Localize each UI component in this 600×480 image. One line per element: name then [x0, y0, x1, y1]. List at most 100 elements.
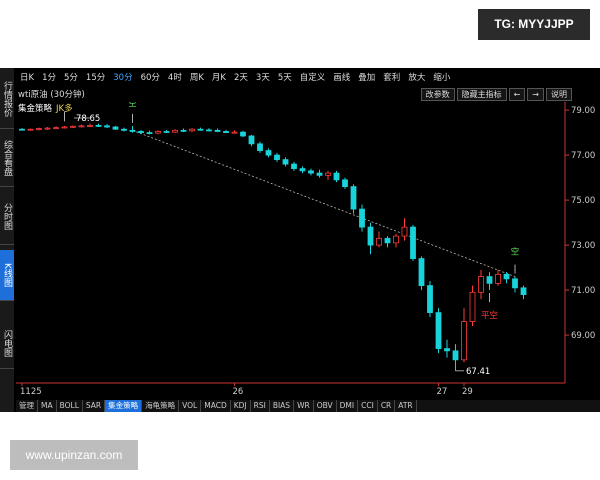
- signal-marker: 空: [511, 247, 520, 258]
- indicator-tab[interactable]: SAR: [83, 400, 106, 412]
- candle-body: [265, 150, 272, 156]
- toolbar-button[interactable]: 放大: [408, 73, 426, 83]
- toolbar-button[interactable]: 叠加: [358, 73, 376, 83]
- indicator-tab[interactable]: CR: [378, 400, 396, 412]
- toolbar-button[interactable]: 2天: [233, 73, 248, 83]
- candle-body: [189, 128, 195, 132]
- candle-body: [325, 172, 331, 176]
- sidebar-tab[interactable]: K线图: [0, 250, 14, 301]
- candle-body: [291, 163, 297, 169]
- candle-body: [223, 131, 229, 133]
- button[interactable]: ←: [508, 88, 526, 101]
- candle-body: [87, 124, 93, 127]
- toolbar-button[interactable]: 周K: [189, 73, 204, 83]
- signal-marker: 空: [128, 102, 137, 109]
- candle-body: [155, 131, 161, 134]
- toolbar-button[interactable]: 3天: [255, 73, 270, 83]
- toolbar-button[interactable]: 自定义: [299, 73, 326, 83]
- candle-body: [478, 276, 484, 293]
- candle-body: [172, 129, 178, 133]
- candle-body: [367, 226, 374, 246]
- indicator-tab[interactable]: VOL: [179, 400, 202, 412]
- candle-body: [121, 128, 127, 131]
- candle-body: [427, 285, 433, 313]
- toolbar-button[interactable]: 日K: [20, 73, 35, 83]
- candle-body: [180, 129, 187, 132]
- indicator-tab[interactable]: MA: [38, 400, 57, 412]
- candle-body: [138, 131, 144, 133]
- candle-body: [206, 129, 212, 132]
- candle-body: [163, 131, 170, 133]
- candle-body: [461, 321, 467, 361]
- y-tick-label: 77.00: [571, 151, 595, 161]
- toolbar-button[interactable]: 30分: [113, 73, 133, 83]
- candle-body: [376, 237, 382, 246]
- indicator-tab[interactable]: DMI: [337, 400, 359, 412]
- candle-body: [197, 128, 204, 131]
- watermark: www.upinzan.com: [10, 440, 138, 470]
- button[interactable]: 改参数: [420, 88, 455, 101]
- indicator-tab[interactable]: KDJ: [231, 400, 251, 412]
- chart: 69.00 71.00 73.00 75.00 77.00 79.00 1125 26 27 29…: [16, 102, 595, 397]
- indicator-tab[interactable]: WR: [294, 400, 314, 412]
- y-tick-label: 75.00: [571, 196, 595, 206]
- candle-body: [129, 129, 136, 132]
- candle-body: [27, 128, 34, 131]
- sidebar-tab[interactable]: 行情报价: [0, 70, 14, 129]
- button[interactable]: 隐藏主指标: [456, 88, 507, 101]
- indicator-tab[interactable]: 管理: [16, 400, 38, 412]
- sidebar-tab[interactable]: 分时图: [0, 188, 14, 245]
- chart-header: wti原油 (30分钟) 改参数 隐藏主指标 ← → 说明: [16, 88, 600, 102]
- y-tick-label: 79.00: [571, 106, 595, 116]
- candle-body: [503, 273, 510, 280]
- x-tick-label: 27: [437, 387, 448, 397]
- button-group: 改参数 隐藏主指标 ← → 说明: [420, 88, 572, 101]
- indicator-tab[interactable]: MACD: [201, 400, 231, 412]
- indicator-tab[interactable]: 集金策略: [105, 400, 143, 412]
- candle-body: [384, 237, 391, 244]
- toolbar-button[interactable]: 60分: [140, 73, 160, 83]
- toolbar-button[interactable]: 4时: [167, 73, 182, 83]
- button[interactable]: 说明: [546, 88, 572, 101]
- toolbar-button[interactable]: 套利: [383, 73, 401, 83]
- price-label: 67.41: [466, 367, 490, 377]
- toolbar-button[interactable]: 画线: [333, 73, 351, 83]
- candle-body: [452, 350, 459, 361]
- x-tick-label: 26: [233, 387, 244, 397]
- candle-body: [95, 124, 102, 127]
- candle-body: [401, 226, 408, 237]
- candle-body: [19, 128, 25, 131]
- candle-body: [333, 172, 340, 181]
- indicator-tab[interactable]: CCI: [358, 400, 378, 412]
- indicator-tab[interactable]: 海龟策略: [142, 400, 180, 412]
- sidebar-tab[interactable]: 闪电图: [0, 318, 14, 369]
- button[interactable]: →: [527, 88, 544, 101]
- indicator-tab[interactable]: RSI: [251, 400, 270, 412]
- indicator-tab[interactable]: OBV: [314, 400, 337, 412]
- toolbar-button[interactable]: 15分: [85, 73, 106, 83]
- candle-body: [512, 278, 518, 289]
- symbol-title: wti原油 (30分钟): [18, 90, 85, 100]
- indicator-tab[interactable]: BOLL: [57, 400, 83, 412]
- candle-body: [146, 132, 153, 134]
- toolbar-button[interactable]: 月K: [211, 73, 226, 83]
- candle-body: [342, 179, 348, 187]
- strategy-label: 集金策略: [18, 103, 53, 114]
- y-tick-label: 71.00: [571, 286, 595, 296]
- toolbar-button[interactable]: 5分: [64, 73, 78, 83]
- candle-body: [61, 126, 68, 129]
- toolbar-button[interactable]: 缩小: [433, 73, 451, 83]
- signal-marker: 平空: [481, 310, 498, 321]
- indicator-tab[interactable]: BIAS: [270, 400, 295, 412]
- toolbar-button[interactable]: 1分: [42, 73, 56, 83]
- candle-body: [393, 235, 399, 244]
- price-label: 78.65: [76, 114, 100, 124]
- sidebar-tab[interactable]: 综合看盘: [0, 130, 14, 187]
- x-tick-label: 1125: [20, 387, 42, 397]
- candle-body: [248, 135, 255, 145]
- candle-body: [410, 226, 416, 259]
- indicator-tab[interactable]: ATR: [395, 400, 417, 412]
- toolbar-button[interactable]: 5天: [277, 73, 292, 83]
- candle-body: [469, 291, 476, 322]
- candle-body: [520, 287, 527, 295]
